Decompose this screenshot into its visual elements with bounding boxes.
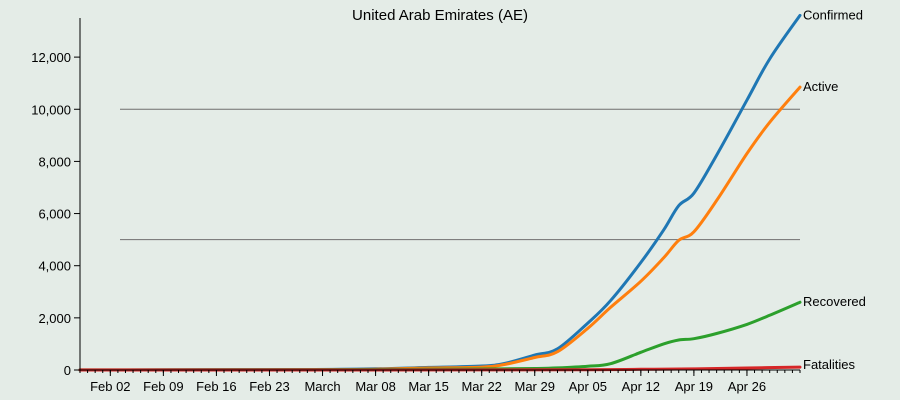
x-tick-label: Mar 22 xyxy=(461,379,501,394)
y-tick-label: 12,000 xyxy=(31,50,71,65)
x-tick-label: Feb 02 xyxy=(90,379,130,394)
x-tick-label: Mar 15 xyxy=(408,379,448,394)
y-tick-label: 4,000 xyxy=(38,259,71,274)
y-tick-label: 10,000 xyxy=(31,102,71,117)
x-tick-label: Apr 19 xyxy=(675,379,713,394)
series-label-fatalities: Fatalities xyxy=(803,357,856,372)
axes: 0 2,000 4,000 6,000 8,000 10,000 12,000 Feb 02 F… xyxy=(31,18,801,394)
series-line-active xyxy=(78,85,802,372)
x-tick-label: Mar 08 xyxy=(355,379,395,394)
series-label-confirmed: Confirmed xyxy=(803,7,863,22)
x-tick-label: Apr 12 xyxy=(622,379,660,394)
reference-lines xyxy=(120,108,800,241)
x-tick-label: Feb 16 xyxy=(196,379,236,394)
y-tick-label: 8,000 xyxy=(38,154,71,169)
y-tick-label: 6,000 xyxy=(38,207,71,222)
x-tick-label: Feb 23 xyxy=(249,379,289,394)
series-line-recovered xyxy=(78,300,802,372)
x-tick-label: Apr 26 xyxy=(728,379,766,394)
series-lines xyxy=(78,13,802,372)
x-tick-label: Apr 05 xyxy=(569,379,607,394)
x-tick-label: Feb 09 xyxy=(143,379,183,394)
series-line-confirmed xyxy=(78,13,802,372)
x-tick-label: March xyxy=(304,379,340,394)
chart-title: United Arab Emirates (AE) xyxy=(352,7,528,24)
series-end-labels: Confirmed Active Recovered Fatalities xyxy=(803,7,866,372)
series-label-active: Active xyxy=(803,79,838,94)
x-tick-label: Mar 29 xyxy=(515,379,555,394)
y-tick-label: 2,000 xyxy=(38,311,71,326)
series-label-recovered: Recovered xyxy=(803,294,866,309)
y-tick-label: 0 xyxy=(64,363,71,378)
